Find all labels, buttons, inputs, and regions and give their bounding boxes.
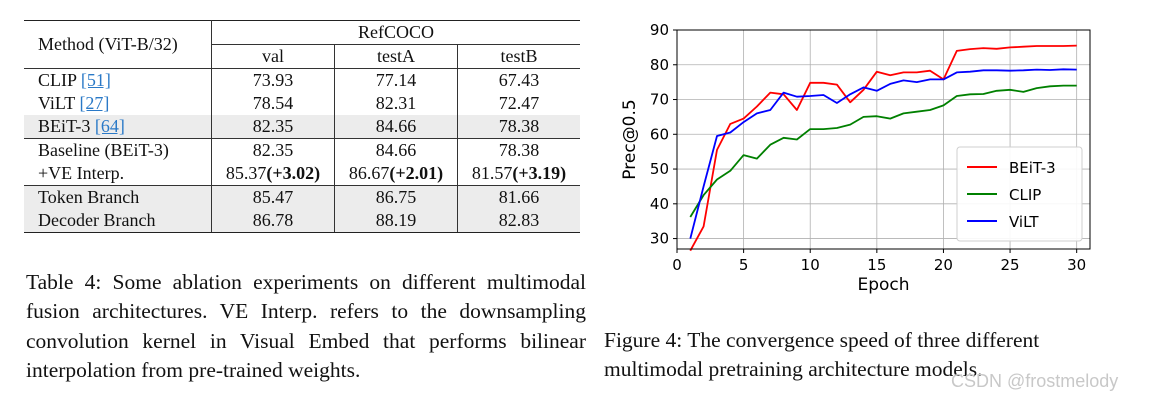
cell-testb: 72.47 [498,93,540,113]
y-tick-label: 90 [650,21,669,39]
ablation-table: Method (ViT-B/32) RefCOCO val testA test… [24,20,580,233]
x-tick-label: 0 [672,256,682,274]
legend-label: BEiT-3 [1009,159,1056,177]
refcoco-group-header: RefCOCO [211,20,580,45]
series-line-vilt [689,68,1077,239]
watermark: CSDN @frostmelody [951,371,1119,391]
row-method: BEiT-3 [64] [24,115,212,139]
citation-link[interactable]: [64] [94,116,125,136]
cell-val: 78.54 [211,92,335,115]
cell-val: 73.93 [211,68,335,92]
legend-label: ViLT [1009,213,1039,231]
x-axis-label: Epoch [857,275,909,295]
cell-val: 86.78 [211,209,335,233]
y-tick-label: 30 [650,230,669,248]
method-name: CLIP [38,70,77,90]
legend-box [956,146,1083,242]
y-tick-label: 60 [650,125,669,143]
chart-ticks: 0 5 10 15 20 25 30 30 40 50 60 70 80 90 [650,21,1086,274]
cell-testb: 81.57(+3.19) [458,162,581,186]
cell-val: 85.47 [211,185,335,209]
series-line-clip [689,84,1077,218]
chart-series [689,44,1077,252]
convergence-chart: 0 5 10 15 20 25 30 30 40 50 60 70 80 90 Epoch Prec@0.… [620,21,1091,295]
row-method: Baseline (BEiT-3) [24,138,212,162]
row-method: +VE Interp. [24,162,212,186]
y-tick-label: 70 [650,91,669,109]
y-tick-label: 40 [650,195,669,213]
table-row: Baseline (BEiT-3) 82.35 84.66 78.38 [24,138,580,162]
cell-delta: (+3.02) [266,163,321,183]
cell-testb: 81.66 [457,185,580,209]
chart-legend: BEiT-3 CLIP ViLT [956,146,1083,242]
x-tick-label: 10 [801,256,820,274]
cell-testb: 78.38 [457,138,580,162]
cell-val: 82.35 [211,138,335,162]
cell-testb: 67.43 [498,70,540,90]
x-tick-label: 25 [1001,256,1020,274]
cell-testa: 86.67(+2.01) [334,162,458,186]
ablation-table-container: Method (ViT-B/32) RefCOCO val testA test… [24,20,580,233]
row-method: ViLT [27] [24,92,212,115]
column-header-testb: testB [457,44,580,69]
cell-testa: 84.66 [334,138,458,162]
row-method: CLIP [51] [24,68,212,92]
table-subheader-row: val testA testB [24,44,580,69]
table-header-row: Method (ViT-B/32) RefCOCO [24,20,580,69]
table-row: Decoder Branch 86.78 88.19 82.83 [24,209,580,233]
cell-testa: 77.14 [334,68,458,92]
cell-testa: 88.19 [334,209,458,233]
cell-testb: 82.83 [457,209,580,233]
row-method: Token Branch [24,185,212,209]
cell-val: 85.37(+3.02) [211,162,335,186]
x-tick-label: 5 [739,256,749,274]
chart-frame [676,29,1091,250]
legend-label: CLIP [1009,186,1041,204]
cell-val: 82.35 [211,115,335,139]
row-method: Decoder Branch [24,209,212,233]
cell-testa: 82.31 [334,92,458,115]
cell-testa: 84.66 [334,115,458,139]
table-row: ViLT [27] 78.54 82.31 72.47 [24,92,580,115]
table-row: +VE Interp. 85.37(+3.02) 86.67(+2.01) 81… [24,162,580,186]
table-row: Token Branch 85.47 86.75 81.66 [24,185,580,209]
y-tick-label: 80 [650,56,669,74]
cell-testa: 86.75 [334,185,458,209]
series-line-beit-3 [689,44,1077,252]
table-caption: Table 4: Some ablation experiments on di… [26,270,586,382]
method-column-header: Method (ViT-B/32) [24,20,212,69]
cell-value: 86.67 [348,163,390,183]
citation-link[interactable]: [51] [80,70,111,90]
method-name: ViLT [38,93,75,113]
y-tick-label: 50 [650,160,669,178]
cell-delta: (+3.19) [512,163,567,183]
method-name: BEiT-3 [38,116,91,136]
citation-link[interactable]: [27] [79,93,110,113]
cell-value: 81.57 [471,163,513,183]
y-axis-label: Prec@0.5 [620,99,640,179]
cell-delta: (+2.01) [389,163,444,183]
x-tick-label: 15 [867,256,886,274]
x-tick-label: 30 [1067,256,1086,274]
figure-caption: Figure 4: The convergence speed of three… [604,328,1040,382]
table-row: BEiT-3 [64] 82.35 84.66 78.38 [24,115,580,139]
table-row: CLIP [51] 73.93 77.14 67.43 [24,68,580,92]
column-header-testa: testA [334,44,458,69]
cell-value: 85.37 [225,163,267,183]
cell-testb: 78.38 [457,115,580,139]
x-tick-label: 20 [934,256,953,274]
column-header-val: val [211,44,335,69]
